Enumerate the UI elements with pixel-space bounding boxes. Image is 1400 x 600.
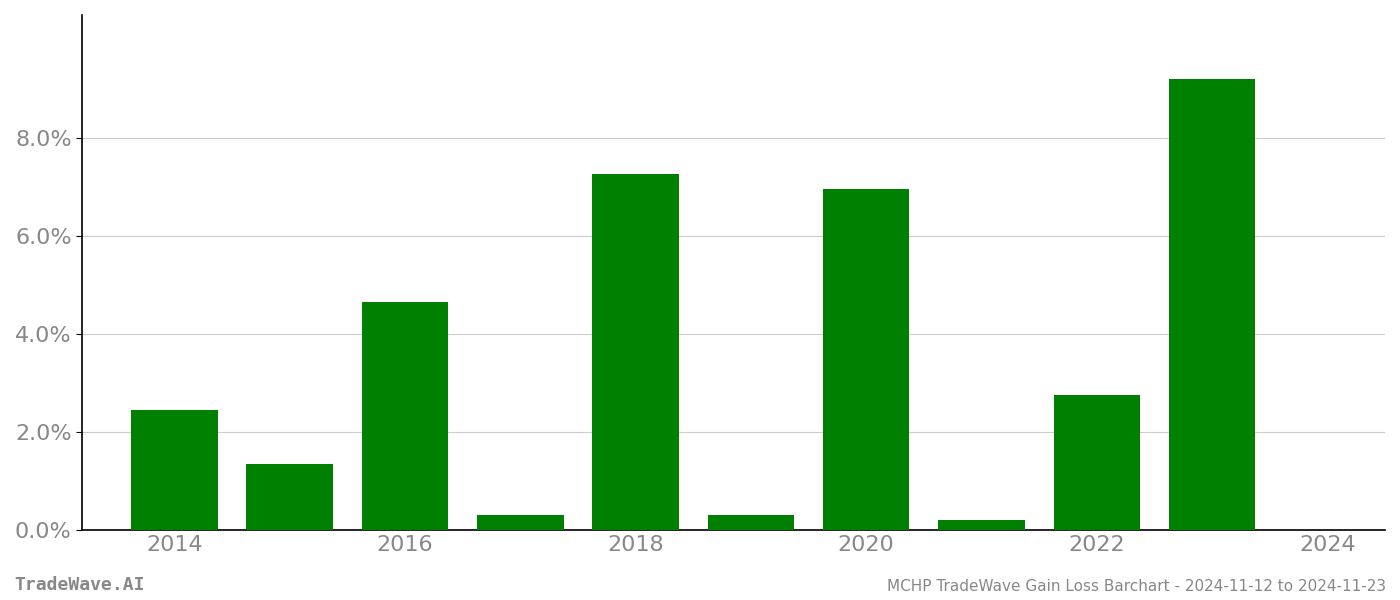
Bar xyxy=(938,520,1025,530)
Bar xyxy=(1169,79,1256,530)
Bar xyxy=(246,464,333,530)
Bar xyxy=(132,410,217,530)
Bar xyxy=(823,189,910,530)
Text: TradeWave.AI: TradeWave.AI xyxy=(14,576,144,594)
Bar xyxy=(477,515,564,530)
Text: MCHP TradeWave Gain Loss Barchart - 2024-11-12 to 2024-11-23: MCHP TradeWave Gain Loss Barchart - 2024… xyxy=(886,579,1386,594)
Bar xyxy=(707,515,794,530)
Bar xyxy=(1054,395,1140,530)
Bar xyxy=(592,175,679,530)
Bar xyxy=(361,302,448,530)
